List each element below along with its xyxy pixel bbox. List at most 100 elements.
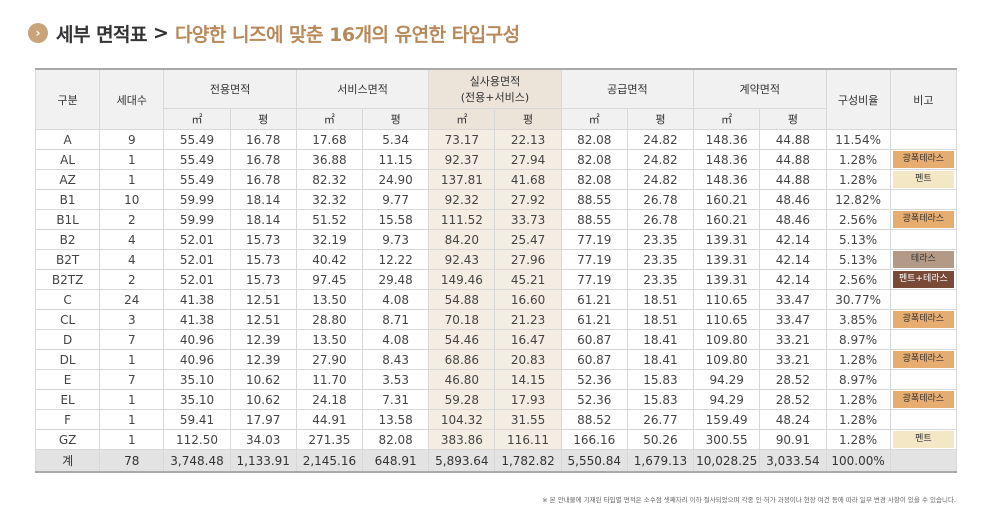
cell-ratio: 11.54% xyxy=(825,129,891,150)
cell-ratio: 1.28% xyxy=(825,389,891,410)
cell-sv-p: 4.08 xyxy=(362,329,430,350)
table-row: B2T 4 52.01 15.73 40.42 12.22 92.43 27.96 77.19 2… xyxy=(34,249,958,270)
total-su-m: 5,550.84 xyxy=(560,449,628,473)
cell-ct-p: 44.88 xyxy=(759,129,827,150)
cell-type: F xyxy=(34,409,101,430)
cell-ct-m: 139.31 xyxy=(693,249,761,270)
header-unit-pyeong: 평 xyxy=(229,108,297,130)
cell-su-p: 26.77 xyxy=(626,409,695,430)
cell-ac-m: 137.81 xyxy=(428,169,496,190)
cell-ct-p: 33.21 xyxy=(759,349,827,370)
cell-type: DL xyxy=(34,349,101,370)
cell-su-m: 77.19 xyxy=(560,229,628,250)
cell-ex-p: 12.39 xyxy=(229,329,297,350)
cell-ac-m: 59.28 xyxy=(428,389,496,410)
cell-sv-m: 24.18 xyxy=(295,389,364,410)
header-contract: 계약면적 xyxy=(693,69,827,109)
total-type: 계 xyxy=(34,449,101,473)
total-sv-p: 648.91 xyxy=(362,449,430,473)
cell-type: AL xyxy=(34,149,101,170)
cell-su-m: 88.52 xyxy=(560,409,628,430)
cell-type: B2TZ xyxy=(34,269,101,290)
note-badge: 펜트+테라스 xyxy=(892,271,954,288)
total-ex-p: 1,133.91 xyxy=(229,449,297,473)
cell-ratio: 2.56% xyxy=(825,269,891,290)
note-badge: 광폭테라스 xyxy=(892,211,954,228)
cell-ac-m: 68.86 xyxy=(428,349,496,370)
cell-ac-p: 17.93 xyxy=(494,389,562,410)
table-row: AZ 1 55.49 16.78 82.32 24.90 137.81 41.68 82.08 2… xyxy=(34,169,958,190)
cell-ct-p: 28.52 xyxy=(759,389,827,410)
cell-ex-p: 18.14 xyxy=(229,209,297,230)
cell-ct-p: 42.14 xyxy=(759,229,827,250)
cell-ac-p: 41.68 xyxy=(494,169,562,190)
cell-ac-p: 27.96 xyxy=(494,249,562,270)
cell-su-m: 60.87 xyxy=(560,349,628,370)
cell-ex-m: 59.99 xyxy=(163,209,231,230)
cell-su-p: 18.51 xyxy=(626,289,695,310)
cell-type: B1 xyxy=(34,189,101,210)
cell-su-p: 24.82 xyxy=(626,129,695,150)
cell-sv-m: 28.80 xyxy=(295,309,364,330)
cell-ct-m: 160.21 xyxy=(693,189,761,210)
cell-sv-p: 24.90 xyxy=(362,169,430,190)
total-ac-p: 1,782.82 xyxy=(494,449,562,473)
cell-sv-m: 44.91 xyxy=(295,409,364,430)
note-badge: 광폭테라스 xyxy=(892,391,954,408)
cell-units: 1 xyxy=(99,149,165,170)
cell-su-m: 166.16 xyxy=(560,429,628,450)
cell-sv-p: 15.58 xyxy=(362,209,430,230)
cell-ex-p: 12.51 xyxy=(229,309,297,330)
cell-ex-m: 41.38 xyxy=(163,289,231,310)
title-separator: > xyxy=(153,22,169,44)
header-unit-sqm: ㎡ xyxy=(693,108,761,130)
cell-ct-p: 44.88 xyxy=(759,169,827,190)
cell-sv-p: 3.53 xyxy=(362,369,430,390)
header-exclusive: 전용면적 xyxy=(163,69,297,109)
cell-type: C xyxy=(34,289,101,310)
cell-sv-m: 271.35 xyxy=(295,429,364,450)
cell-note: 광폭테라스 xyxy=(889,309,958,330)
cell-ex-m: 40.96 xyxy=(163,349,231,370)
cell-ac-p: 14.15 xyxy=(494,369,562,390)
cell-ac-m: 84.20 xyxy=(428,229,496,250)
cell-ratio: 8.97% xyxy=(825,369,891,390)
cell-sv-p: 82.08 xyxy=(362,429,430,450)
cell-ct-m: 148.36 xyxy=(693,169,761,190)
cell-ratio: 8.97% xyxy=(825,329,891,350)
total-units: 78 xyxy=(99,449,165,473)
cell-ct-p: 42.14 xyxy=(759,269,827,290)
table-row: CL 3 41.38 12.51 28.80 8.71 70.18 21.23 61.21 18.… xyxy=(34,309,958,330)
cell-ex-p: 17.97 xyxy=(229,409,297,430)
note-badge: 광폭테라스 xyxy=(892,351,954,368)
cell-ct-m: 94.29 xyxy=(693,389,761,410)
cell-su-m: 88.55 xyxy=(560,209,628,230)
total-ex-m: 3,748.48 xyxy=(163,449,231,473)
chevron-right-icon: › xyxy=(28,23,48,43)
cell-ex-m: 52.01 xyxy=(163,229,231,250)
cell-ratio: 12.82% xyxy=(825,189,891,210)
cell-units: 3 xyxy=(99,309,165,330)
cell-sv-p: 11.15 xyxy=(362,149,430,170)
cell-ex-m: 55.49 xyxy=(163,149,231,170)
cell-sv-m: 51.52 xyxy=(295,209,364,230)
cell-sv-p: 7.31 xyxy=(362,389,430,410)
cell-ac-m: 383.86 xyxy=(428,429,496,450)
cell-sv-p: 8.43 xyxy=(362,349,430,370)
cell-note xyxy=(889,229,958,250)
cell-ac-m: 92.37 xyxy=(428,149,496,170)
cell-su-p: 18.51 xyxy=(626,309,695,330)
cell-ct-m: 159.49 xyxy=(693,409,761,430)
cell-sv-m: 32.32 xyxy=(295,189,364,210)
cell-sv-m: 82.32 xyxy=(295,169,364,190)
cell-ex-p: 12.51 xyxy=(229,289,297,310)
cell-units: 1 xyxy=(99,169,165,190)
cell-note: 펜트 xyxy=(889,169,958,190)
cell-ac-m: 149.46 xyxy=(428,269,496,290)
cell-ct-m: 300.55 xyxy=(693,429,761,450)
cell-ct-p: 44.88 xyxy=(759,149,827,170)
section-header: › 세부 면적표 > 다양한 니즈에 맞춘 16개의 유연한 타입구성 xyxy=(28,20,520,46)
cell-type: D xyxy=(34,329,101,350)
cell-su-m: 52.36 xyxy=(560,389,628,410)
cell-ex-p: 34.03 xyxy=(229,429,297,450)
